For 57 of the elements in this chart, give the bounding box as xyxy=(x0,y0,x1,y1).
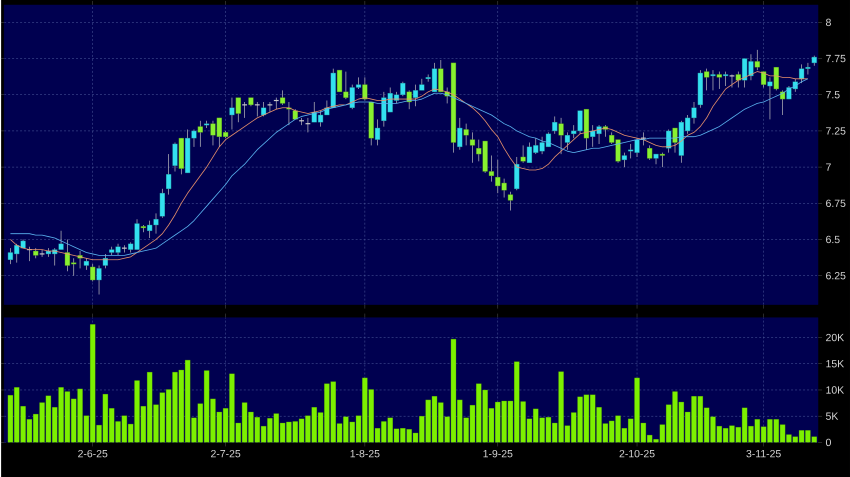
y-tick-label: 20K xyxy=(826,334,844,342)
candlestick xyxy=(653,154,659,164)
candlestick xyxy=(716,71,722,90)
candlestick xyxy=(774,66,779,91)
candlestick xyxy=(558,117,564,154)
candlestick xyxy=(754,49,760,70)
x-tick-label: 3-11-25 xyxy=(746,450,781,458)
candlestick xyxy=(640,132,646,146)
y-tick-label: 0 xyxy=(826,438,831,446)
x-tick-label: 1-9-25 xyxy=(483,450,512,458)
candlestick xyxy=(260,101,266,117)
y-tick-label: 6.25 xyxy=(826,272,846,280)
candlestick xyxy=(198,120,203,147)
candlestick xyxy=(520,144,526,163)
candlestick xyxy=(229,97,235,130)
y-tick-label: 10K xyxy=(826,386,844,394)
x-tick-label: 2-7-25 xyxy=(211,450,240,458)
y-tick-label: 6.75 xyxy=(826,199,846,207)
candlestick xyxy=(362,76,368,101)
y-tick-label: 7.75 xyxy=(826,54,846,62)
candlestick xyxy=(564,132,570,150)
candlestick xyxy=(464,123,469,146)
candlestick xyxy=(470,132,476,163)
y-tick-label: 5K xyxy=(826,412,838,420)
candlestick xyxy=(622,152,627,168)
y-tick-label: 15K xyxy=(826,360,844,368)
x-tick-label: 2-6-25 xyxy=(78,450,108,458)
candlestick xyxy=(102,253,108,269)
candlestick xyxy=(660,152,665,168)
candlestick xyxy=(647,144,652,160)
candlestick xyxy=(304,117,311,133)
x-tick-label: 1-8-25 xyxy=(350,450,380,458)
candlestick xyxy=(704,68,710,91)
candlestick xyxy=(666,128,672,153)
candlestick xyxy=(508,191,514,211)
candlestick xyxy=(166,154,172,195)
y-tick-label: 7.25 xyxy=(826,127,846,134)
candlestick xyxy=(172,142,178,172)
candlestick xyxy=(84,258,89,270)
y-tick-label: 6.5 xyxy=(826,236,840,243)
candlestick xyxy=(374,118,380,146)
candlestick xyxy=(767,76,773,120)
y-tick-label: 7.5 xyxy=(826,90,840,98)
candlestick xyxy=(96,264,102,295)
candlestick xyxy=(672,127,678,153)
candlestick xyxy=(812,55,817,66)
x-tick-label: 2-10-25 xyxy=(620,450,655,458)
y-tick-label: 7 xyxy=(826,163,831,171)
candlestick xyxy=(710,70,716,91)
candlestick xyxy=(160,188,165,218)
candlestick xyxy=(298,117,305,126)
candlestick xyxy=(90,264,96,282)
candlestick xyxy=(552,116,558,134)
candlestick xyxy=(761,71,766,88)
candlestick xyxy=(457,117,462,150)
candlestick xyxy=(780,90,786,116)
y-tick-label: 8 xyxy=(826,18,831,26)
